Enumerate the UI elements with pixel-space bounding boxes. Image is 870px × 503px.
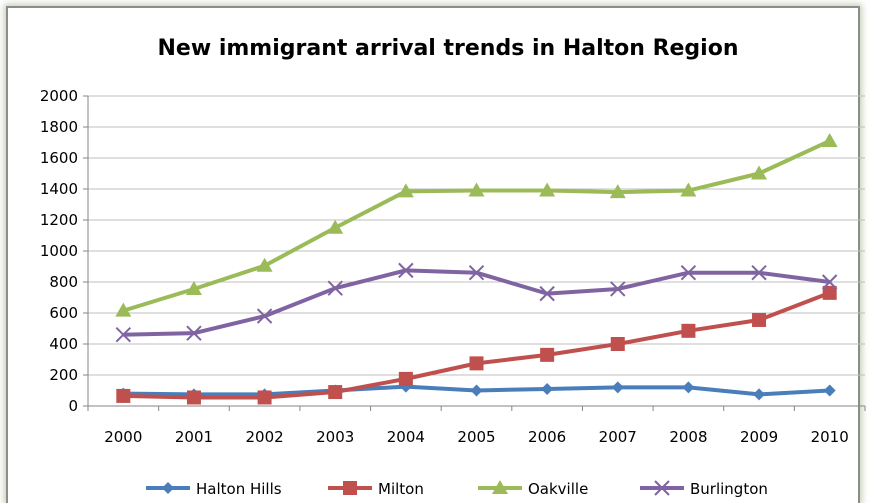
data-point [468,182,485,197]
chart-frame [6,6,860,503]
series-group [115,132,838,405]
legend: Halton Hills Milton Oakville Burlington [146,480,768,498]
data-point [823,384,836,397]
chart-title: New immigrant arrival trends in Halton R… [158,36,739,61]
x-tick-label: 2009 [740,428,778,446]
data-point [540,347,555,362]
data-point [185,280,202,295]
series-line [122,139,831,313]
data-point [186,390,201,405]
y-axis-ticks: 0 200 400 600 800 1000 1200 1400 1600 1800 2000 [40,87,78,415]
y-tick-label: 1600 [40,149,78,167]
x-tick-label: 2008 [669,428,707,446]
data-point [115,302,132,317]
data-point [682,381,695,394]
x-tick-label: 2001 [175,428,213,446]
data-point [752,312,767,327]
data-point [328,385,343,400]
y-tick-label: 1200 [40,211,78,229]
x-tick-label: 2010 [811,428,849,446]
data-point [186,325,202,341]
data-point [680,264,697,281]
x-tick-label: 2002 [245,428,283,446]
x-tick-label: 2003 [316,428,354,446]
data-point [822,285,837,300]
data-point [610,337,625,351]
data-point [257,390,272,405]
legend-label: Milton [378,480,424,498]
data-point [541,382,554,395]
y-tick-label: 0 [68,397,78,415]
data-point [610,281,626,297]
data-point [468,264,485,281]
data-point [256,257,273,272]
series-line [123,290,831,400]
data-point [162,482,174,494]
y-tick-label: 1400 [40,180,78,198]
legend-label: Halton Hills [196,480,282,498]
x-tick-label: 2004 [387,428,425,446]
y-tick-label: 1800 [40,118,78,136]
x-tick-label: 2006 [528,428,566,446]
data-point [470,384,483,397]
legend-item: Halton Hills [146,480,282,498]
data-point [609,184,626,199]
series-oakville [115,132,838,317]
data-point [327,219,344,234]
data-point [492,480,508,494]
y-tick-label: 800 [49,273,78,291]
x-tick-label: 2005 [457,428,495,446]
y-tick-label: 400 [49,335,78,353]
data-point [327,280,343,296]
series-burlington [115,262,838,343]
series-milton [116,285,837,405]
y-tick-label: 200 [49,366,78,384]
x-tick-label: 2000 [104,428,142,446]
data-point [116,388,131,403]
data-point [343,481,357,495]
data-point [821,274,838,290]
legend-item: Milton [328,480,424,498]
data-point [398,371,413,386]
data-point [751,165,768,180]
data-point [753,388,766,401]
x-tick-label: 2007 [599,428,637,446]
y-tick-label: 1000 [40,242,78,260]
legend-item: Burlington [640,480,768,498]
y-tick-label: 2000 [40,87,78,105]
data-point [654,480,670,496]
y-tick-label: 600 [49,304,78,322]
legend-label: Oakville [528,480,588,498]
data-point [398,262,414,279]
data-point [611,381,624,394]
data-point [539,182,556,197]
legend-item: Oakville [478,480,588,498]
data-point [469,356,484,371]
gridlines [83,95,866,411]
data-point [681,323,696,338]
data-point [680,182,697,197]
data-point [821,132,838,147]
legend-label: Burlington [690,480,768,498]
data-point [115,326,132,343]
data-point [397,183,414,198]
data-point [751,264,767,281]
data-point [539,285,555,302]
x-axis-ticks: 2000 2001 2002 2003 2004 2005 2006 2007 2008 2009… [104,428,849,446]
data-point [256,308,273,324]
